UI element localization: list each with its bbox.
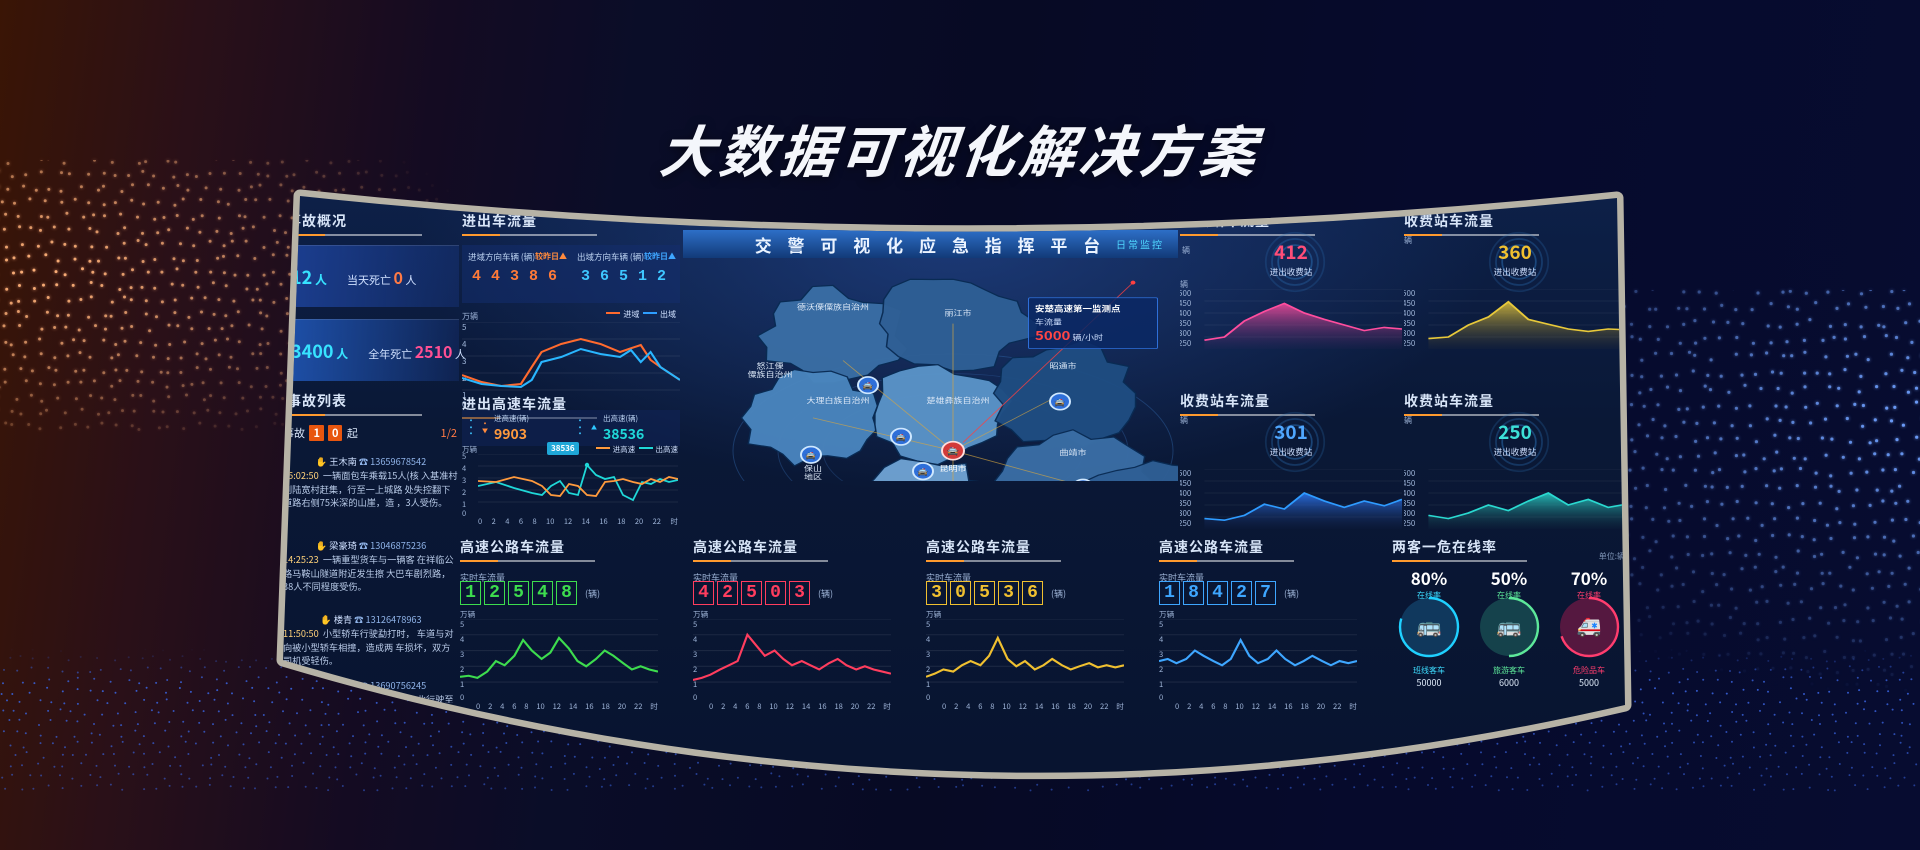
svg-text:昭通市: 昭通市 [1050, 361, 1077, 372]
svg-text:🚔: 🚔 [1054, 397, 1066, 408]
svg-text:🚌: 🚌 [1497, 610, 1522, 639]
svg-text:🚔: 🚔 [805, 450, 817, 461]
svg-text:🚌: 🚌 [1417, 610, 1442, 639]
svg-text:丽江市: 丽江市 [945, 307, 972, 318]
svg-text:🚔: 🚔 [895, 432, 907, 443]
svg-text:🚑: 🚑 [1577, 610, 1602, 639]
svg-text:曲靖市: 曲靖市 [1060, 447, 1087, 458]
svg-text:楚雄彝族自治州: 楚雄彝族自治州 [927, 395, 990, 406]
svg-text:德沃傈僳族自治州: 德沃傈僳族自治州 [797, 302, 869, 313]
svg-text:大理白族自治州: 大理白族自治州 [807, 395, 870, 406]
svg-text:🚔: 🚔 [917, 466, 929, 477]
svg-text:🚔: 🚔 [862, 380, 874, 391]
svg-text:🚔: 🚔 [947, 444, 960, 457]
svg-text:昆明市: 昆明市 [940, 463, 967, 474]
svg-text:地区: 地区 [804, 471, 822, 481]
svg-text:僳族自治州: 僳族自治州 [748, 369, 793, 380]
